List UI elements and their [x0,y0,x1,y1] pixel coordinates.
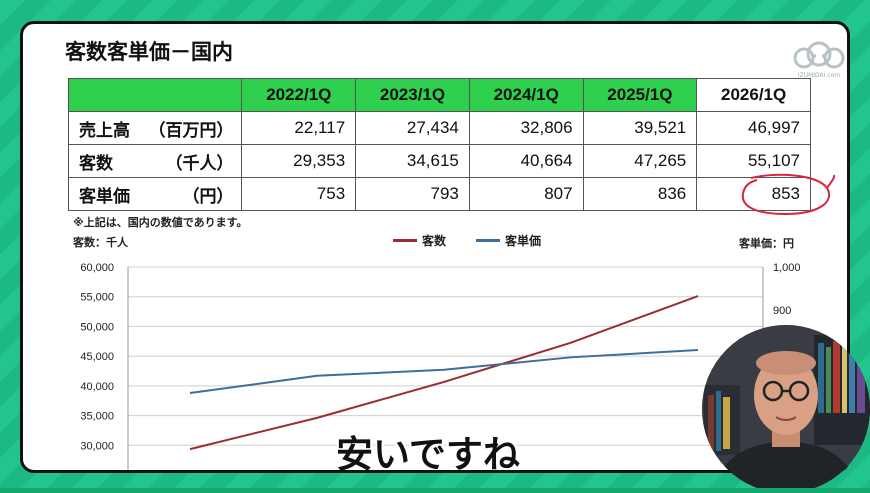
left-tick-label: 40,000 [80,381,114,393]
column-header: 2026/1Q [696,78,811,112]
table-corner-cell [67,78,243,112]
legend-item-customers: 客数 [393,232,446,249]
table-cell: 34,615 [355,144,470,178]
table-cell: 807 [468,177,584,211]
left-axis-title: 客数：千人 [73,236,128,249]
logo-icon [793,41,845,69]
logo-text: IZUMIDAI.com [797,72,841,79]
row-label: 売上高 （百万円） [67,111,243,145]
bottom-strip [0,488,870,493]
logo: IZUMIDAI.com [790,40,847,84]
row-label-unit: （円） [182,186,234,206]
table-cell: 22,117 [241,111,357,145]
row-label-name: 売上高 [79,120,130,140]
left-tick-label: 35,000 [80,411,114,423]
legend-swatch [476,239,500,242]
table-cell: 27,434 [355,111,470,145]
left-tick-label: 25,000 [80,470,114,473]
row-label-name: 客数 [79,153,113,173]
table-cell: 793 [355,177,470,211]
row-label-unit: （千人） [165,153,234,173]
table-cell: 836 [582,177,698,211]
series-line-unit-price [189,349,699,394]
column-header: 2025/1Q [582,78,698,112]
data-table: 2022/1Q 2023/1Q 2024/1Q 2025/1Q 2026/1Q … [67,78,811,211]
table-cell: 40,664 [468,144,584,178]
column-header: 2022/1Q [241,78,357,112]
table-cell: 39,521 [582,111,698,145]
legend-item-unit-price: 客単価 [476,232,541,249]
row-label: 客数 （千人） [67,144,243,178]
table-cell: 29,353 [241,144,357,178]
table-row: 売上高 （百万円） 22,117 27,434 32,806 39,521 46,… [67,111,811,145]
column-header: 2023/1Q [355,78,470,112]
column-header: 2024/1Q [468,78,584,112]
table-cell: 32,806 [468,111,584,145]
legend-swatch [393,239,417,242]
table-row: 客数 （千人） 29,353 34,615 40,664 47,265 55,10… [67,144,811,178]
presenter-image [702,325,870,493]
right-tick-label: 900 [773,305,791,317]
row-label-name: 客単価 [79,186,130,206]
row-label-unit: （百万円） [148,120,234,140]
left-tick-label: 45,000 [80,351,114,363]
table-cell: 47,265 [582,144,698,178]
video-subtitle: 安いですね [336,433,520,473]
slide-title: 客数客単価－国内 [65,40,233,64]
left-tick-label: 60,000 [80,262,114,274]
legend-label: 客数 [422,234,447,248]
table-header-row: 2022/1Q 2023/1Q 2024/1Q 2025/1Q 2026/1Q [67,78,811,112]
left-tick-label: 30,000 [80,440,114,452]
row-label: 客単価 （円） [67,177,243,211]
left-tick-label: 50,000 [80,321,114,333]
table-cell: 46,997 [696,111,811,145]
right-axis-title: 客単価：円 [739,237,794,250]
right-tick-label: 1,000 [773,262,801,274]
slide-card: 客数客単価－国内 IZUMIDAI.com 2022/1Q 2023/1Q 20… [20,21,850,473]
table-footnote: ※上記は、国内の数値であります。 [73,216,248,229]
series-line-customers [189,295,699,451]
presenter-webcam [702,325,870,493]
highlight-circle-annotation [741,173,835,216]
legend-label: 客単価 [505,234,542,248]
table-cell: 55,107 [696,144,811,178]
table-cell: 753 [241,177,357,211]
left-tick-label: 55,000 [80,292,114,304]
table-row: 客単価 （円） 753 793 807 836 853 [67,177,811,211]
